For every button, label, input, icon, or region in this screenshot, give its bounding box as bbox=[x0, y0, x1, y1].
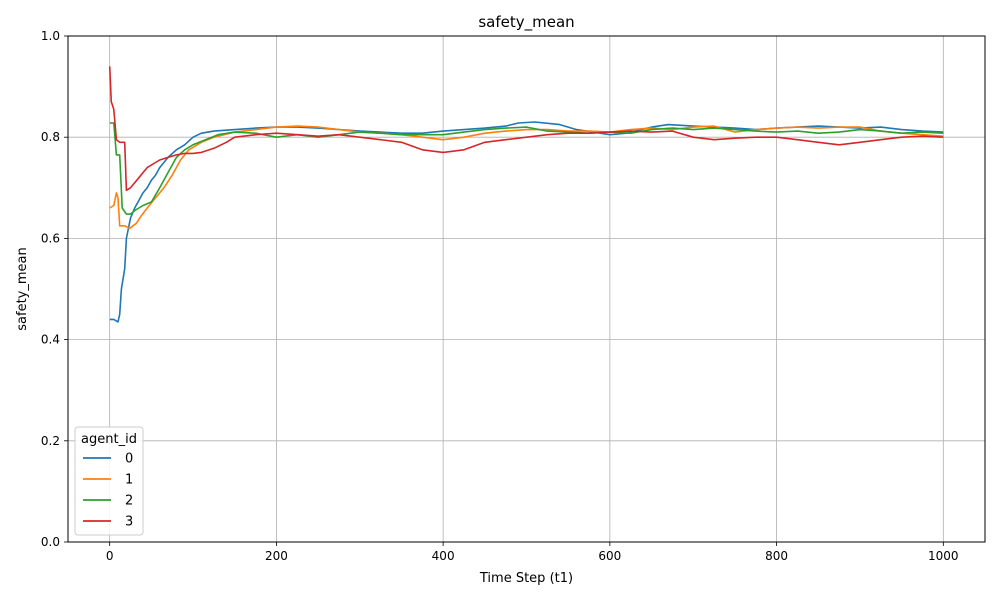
legend-label: 0 bbox=[125, 452, 133, 467]
series-line-0 bbox=[109, 121, 944, 323]
y-tick-label: 0.0 bbox=[41, 535, 60, 549]
x-tick-label: 0 bbox=[106, 549, 114, 563]
y-tick-label: 1.0 bbox=[41, 29, 60, 43]
legend-items: 0 1 2 3 bbox=[83, 452, 133, 530]
y-axis-label: safety_mean bbox=[15, 247, 30, 330]
y-tick-label: 0.2 bbox=[41, 434, 60, 448]
series-line-2 bbox=[109, 122, 944, 215]
x-axis-label: Time Step (t1) bbox=[479, 571, 573, 586]
legend-item-2: 2 bbox=[83, 494, 133, 509]
x-tick-label: 1000 bbox=[928, 549, 959, 563]
legend-item-1: 1 bbox=[83, 473, 133, 488]
y-tick-label: 0.8 bbox=[41, 130, 60, 144]
ticks-layer: 0 200 400 600 800 1000 0.0 0.2 0.4 0.6 0.8 1.0 bbox=[41, 29, 959, 563]
legend-item-3: 3 bbox=[83, 515, 133, 530]
x-tick-label: 400 bbox=[432, 549, 455, 563]
chart-title: safety_mean bbox=[478, 13, 574, 32]
x-tick-label: 200 bbox=[265, 549, 288, 563]
series-line-1 bbox=[109, 125, 944, 230]
y-tick-label: 0.6 bbox=[41, 231, 60, 245]
legend-box bbox=[74, 426, 144, 536]
x-tick-label: 800 bbox=[765, 549, 788, 563]
series-layer bbox=[108, 66, 944, 323]
grid-layer bbox=[68, 35, 985, 543]
legend-label: 1 bbox=[125, 473, 133, 488]
legend: agent_id 0 1 2 3 bbox=[74, 426, 144, 536]
plot-frame bbox=[67, 35, 986, 543]
legend-item-0: 0 bbox=[83, 452, 133, 467]
legend-label: 3 bbox=[125, 515, 133, 530]
legend-title: agent_id bbox=[81, 432, 137, 447]
legend-label: 2 bbox=[125, 494, 133, 509]
series-line-3 bbox=[108, 66, 944, 192]
y-tick-label: 0.4 bbox=[41, 333, 60, 347]
x-tick-label: 600 bbox=[598, 549, 621, 563]
